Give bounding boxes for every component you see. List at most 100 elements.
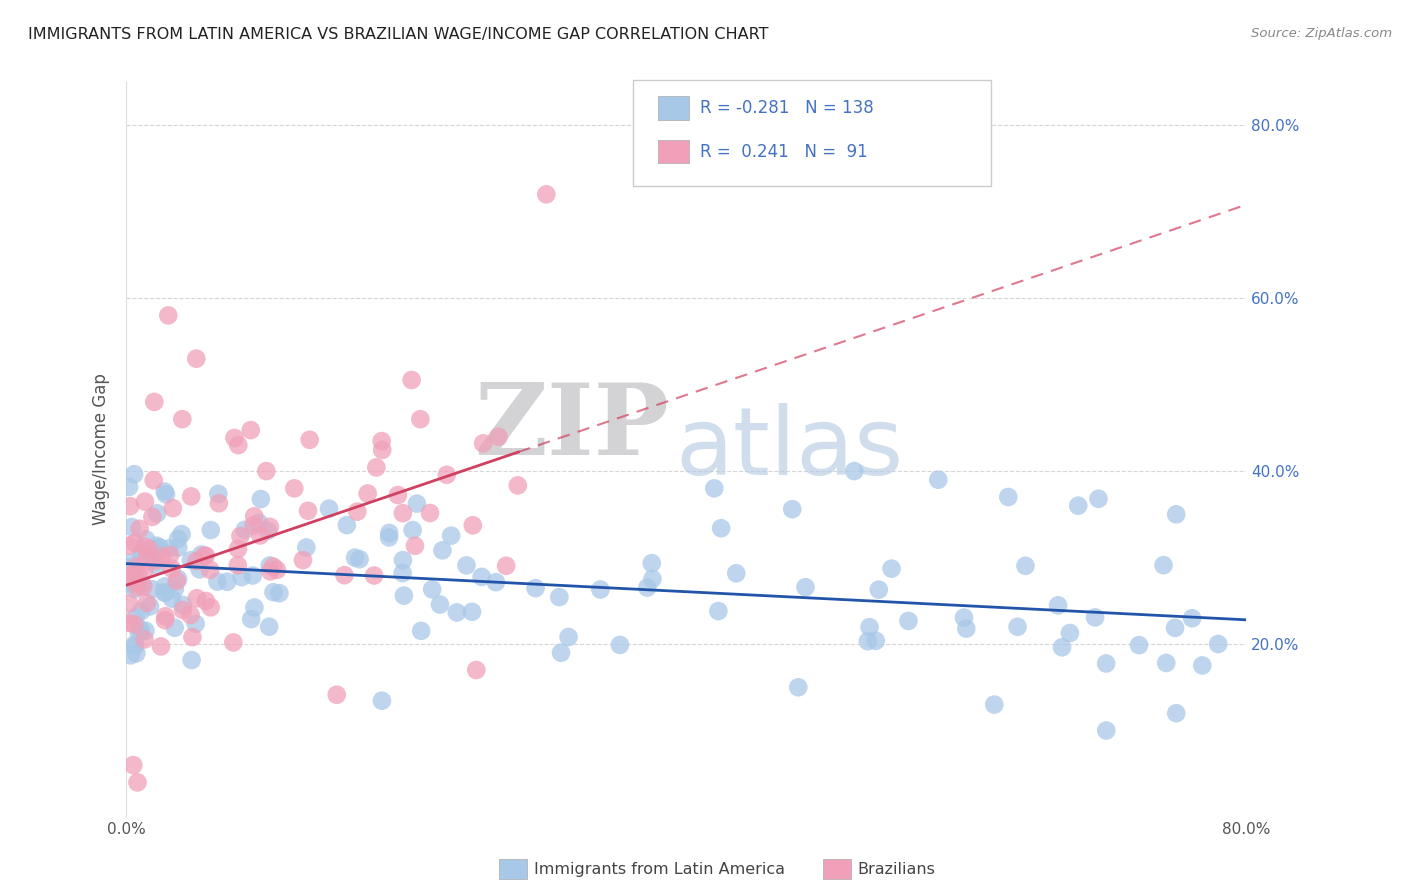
Point — [1067, 499, 1090, 513]
Point — [371, 442, 394, 457]
Point — [134, 564, 156, 578]
Point — [262, 585, 284, 599]
Point — [356, 486, 378, 500]
Point — [378, 525, 401, 540]
Point — [135, 596, 157, 610]
Point — [217, 574, 239, 589]
Point — [229, 529, 252, 543]
Point — [122, 467, 145, 482]
Point — [207, 574, 229, 589]
Point — [318, 501, 340, 516]
Point — [153, 613, 176, 627]
Point — [167, 541, 190, 555]
Point — [524, 581, 547, 595]
Point — [143, 554, 166, 568]
Point — [186, 554, 208, 568]
Point — [927, 473, 949, 487]
Point — [141, 582, 163, 597]
Point — [471, 570, 494, 584]
Point — [139, 599, 162, 614]
Point — [118, 539, 141, 553]
Point — [436, 467, 458, 482]
Text: ZIP: ZIP — [475, 379, 669, 476]
Point — [157, 309, 180, 323]
Point — [198, 563, 221, 577]
Point — [641, 572, 664, 586]
Point — [224, 431, 246, 445]
Point — [370, 434, 392, 449]
Point — [259, 558, 281, 573]
Point — [136, 550, 159, 565]
Point — [858, 620, 880, 634]
Point — [145, 558, 167, 573]
Point — [143, 395, 166, 409]
Text: Brazilians: Brazilians — [858, 863, 935, 877]
Point — [378, 530, 401, 544]
Point — [128, 522, 150, 536]
Point — [1153, 558, 1175, 573]
Point — [134, 540, 156, 554]
Point — [1007, 620, 1029, 634]
Point — [162, 501, 184, 516]
Point — [557, 630, 579, 644]
Point — [125, 647, 148, 661]
Text: R =  0.241   N =  91: R = 0.241 N = 91 — [700, 143, 868, 161]
Text: R = -0.281   N = 138: R = -0.281 N = 138 — [700, 99, 875, 117]
Point — [124, 536, 146, 550]
Point — [1166, 706, 1188, 721]
Point — [139, 547, 162, 561]
Point — [172, 412, 194, 426]
Point — [180, 653, 202, 667]
Point — [118, 569, 141, 583]
Point — [506, 478, 529, 492]
Y-axis label: Wage/Income Gap: Wage/Income Gap — [93, 374, 110, 525]
Point — [141, 509, 163, 524]
Point — [222, 635, 245, 649]
Point — [548, 590, 571, 604]
Point — [440, 528, 463, 542]
Point — [166, 574, 188, 588]
Point — [495, 558, 517, 573]
Point — [1087, 491, 1109, 506]
Point — [243, 600, 266, 615]
Point — [1181, 611, 1204, 625]
Point — [167, 572, 190, 586]
Point — [983, 698, 1005, 712]
Point — [257, 620, 280, 634]
Point — [124, 617, 146, 632]
Point — [181, 630, 204, 644]
Point — [188, 562, 211, 576]
Point — [127, 775, 149, 789]
Point — [283, 481, 305, 495]
Point — [609, 638, 631, 652]
Point — [146, 541, 169, 556]
Point — [366, 460, 388, 475]
Point — [124, 582, 146, 596]
Point — [122, 566, 145, 581]
Point — [409, 412, 432, 426]
Point — [153, 484, 176, 499]
Point — [194, 594, 217, 608]
Point — [118, 597, 141, 611]
Point — [298, 433, 321, 447]
Point — [392, 553, 415, 567]
Point — [997, 490, 1019, 504]
Point — [1095, 723, 1118, 738]
Point — [138, 542, 160, 557]
Point — [703, 481, 725, 495]
Point — [208, 496, 231, 510]
Point — [641, 556, 664, 570]
Point — [186, 591, 208, 606]
Point — [488, 430, 510, 444]
Point — [336, 518, 359, 533]
Point — [405, 497, 427, 511]
Point — [242, 518, 264, 533]
Point — [149, 640, 172, 654]
Point — [363, 568, 385, 582]
Point — [193, 549, 215, 563]
Point — [257, 524, 280, 538]
Point — [1014, 558, 1036, 573]
Point — [391, 566, 413, 580]
Point — [239, 423, 262, 437]
Point — [844, 464, 866, 478]
